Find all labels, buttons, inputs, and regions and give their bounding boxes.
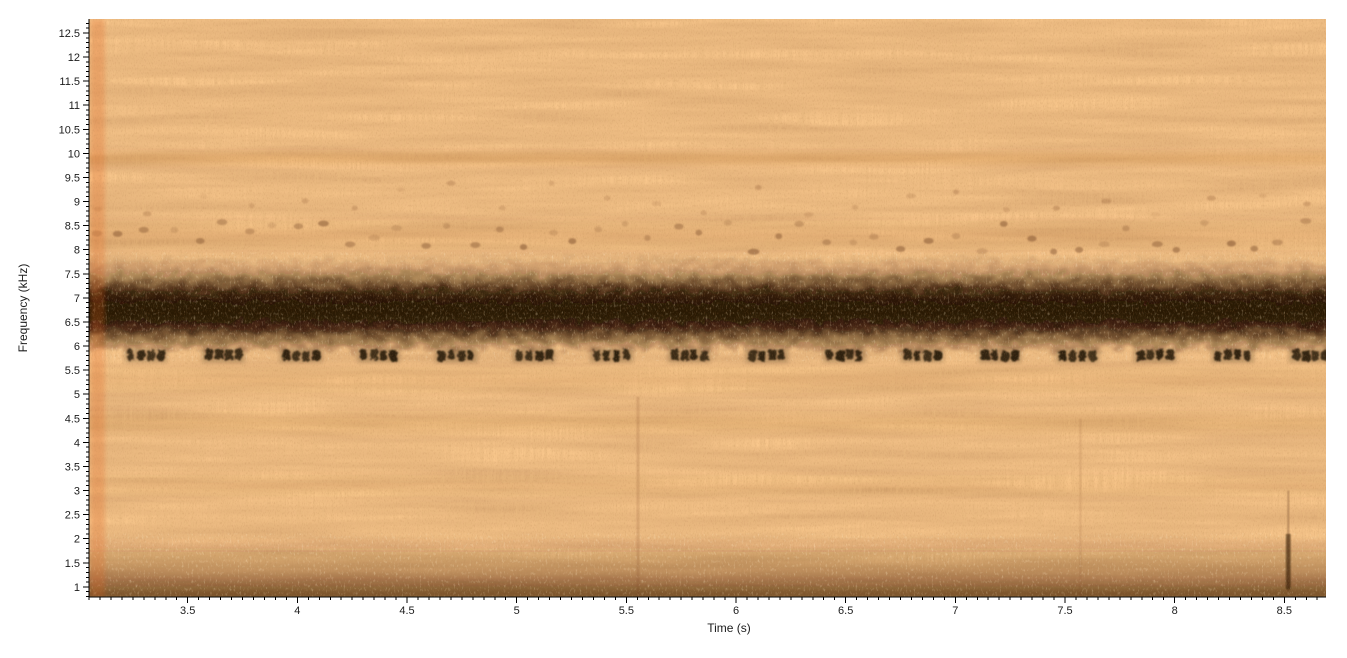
y-tick-label: 8: [74, 245, 80, 257]
y-tick-label: 12.5: [59, 28, 80, 40]
y-tick-label: 10: [68, 148, 80, 160]
y-tick-label: 7: [74, 293, 80, 305]
x-tick-label: 6.5: [838, 605, 853, 617]
y-axis-tick-labels: 11.522.533.544.555.566.577.588.599.51010…: [59, 28, 80, 594]
y-tick-label: 5: [74, 389, 80, 401]
noise-floor-grain: [89, 19, 1326, 597]
y-tick-label: 2: [74, 534, 80, 546]
y-tick-label: 11: [69, 100, 80, 112]
x-tick-label: 8.5: [1277, 605, 1292, 617]
x-tick-label: 5: [514, 605, 520, 617]
x-axis-ticks: [88, 597, 1318, 603]
y-tick-label: 11.5: [59, 76, 80, 88]
y-tick-label: 1.5: [65, 558, 80, 570]
y-tick-label: 9: [74, 197, 80, 209]
y-axis-label: Frequency (kHz): [16, 264, 30, 353]
y-tick-label: 7.5: [65, 269, 80, 281]
y-tick-label: 6.5: [65, 317, 80, 329]
x-tick-label: 5.5: [619, 605, 634, 617]
y-tick-label: 12: [68, 52, 80, 64]
x-tick-label: 6: [733, 605, 739, 617]
x-axis-label: Time (s): [707, 621, 751, 635]
y-tick-label: 10.5: [59, 124, 80, 136]
y-axis-ticks: [83, 22, 89, 598]
y-tick-label: 1: [74, 582, 80, 594]
x-axis-tick-labels: 3.5 4 4.5 5 5.5 6 6.5 7 7.5 8 8.5: [180, 605, 1292, 617]
y-tick-label: 4.5: [65, 413, 80, 425]
y-tick-label: 3.5: [65, 461, 80, 473]
x-tick-label: 7.5: [1057, 605, 1072, 617]
x-tick-label: 7: [952, 605, 958, 617]
x-tick-label: 3.5: [180, 605, 195, 617]
y-tick-label: 2.5: [65, 510, 80, 522]
y-tick-label: 4: [74, 437, 80, 449]
y-tick-label: 6: [74, 341, 80, 353]
y-tick-label: 9.5: [65, 172, 80, 184]
plot-area: [89, 19, 1326, 597]
x-tick-label: 4: [294, 605, 300, 617]
y-tick-label: 8.5: [65, 221, 80, 233]
axes: [83, 19, 1326, 603]
y-tick-label: 3: [74, 486, 80, 498]
x-tick-label: 8: [1172, 605, 1178, 617]
y-tick-label: 5.5: [65, 365, 80, 377]
x-tick-label: 4.5: [399, 605, 414, 617]
